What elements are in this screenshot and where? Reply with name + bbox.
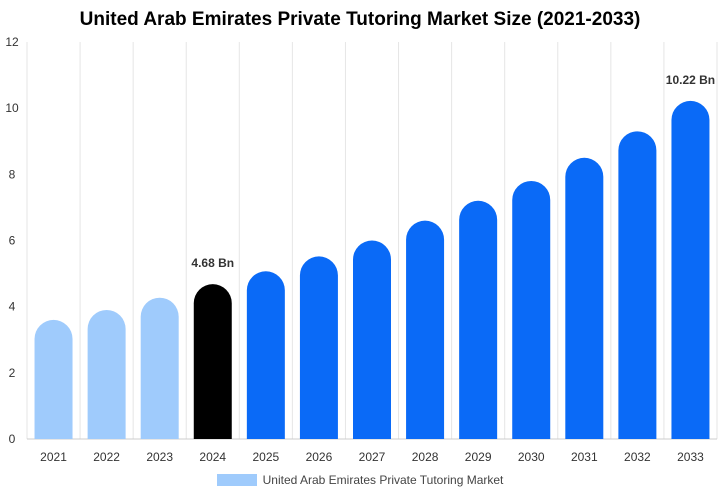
bar-2023 [140,297,179,439]
y-tick-label: 8 [9,167,16,181]
bar-2026 [299,256,338,439]
chart-title: United Arab Emirates Private Tutoring Ma… [79,9,641,30]
x-tick-label: 2030 [518,450,545,464]
y-tick-label: 10 [5,101,19,115]
x-tick-label: 2026 [306,450,333,464]
x-tick-label: 2022 [93,450,120,464]
x-tick-label: 2032 [624,450,651,464]
bars [34,100,710,440]
x-tick-label: 2033 [677,450,704,464]
bar-2027 [353,240,391,439]
bar-2029 [459,200,498,439]
bar-2028 [406,220,445,439]
legend-label: United Arab Emirates Private Tutoring Ma… [262,473,504,487]
legend-swatch [216,474,257,486]
x-tick-label: 2027 [359,450,386,464]
bar-2021 [34,319,73,439]
x-tick-label: 2031 [571,450,598,464]
grid-lines [26,42,718,439]
y-tick-label: 6 [9,234,16,248]
bar-2033 [671,100,710,440]
bar-2022 [87,309,126,439]
x-tick-label: 2021 [40,450,67,464]
x-tick-label: 2024 [199,450,226,464]
bar-2031 [565,157,604,439]
x-tick-label: 2023 [146,450,173,464]
data-label: 10.22 Bn [666,73,715,87]
bar-2032 [618,131,657,439]
y-tick-label: 0 [9,432,16,446]
data-labels: 4.68 Bn 10.22 Bn [191,73,715,270]
y-tick-label: 4 [9,300,16,314]
data-label: 4.68 Bn [191,256,234,270]
y-tick-label: 2 [9,366,16,380]
bar-2025 [246,271,285,439]
bar-2030 [512,180,551,439]
bar-2024 [193,284,232,439]
y-tick-label: 12 [5,35,19,49]
x-tick-label: 2029 [465,450,492,464]
legend: United Arab Emirates Private Tutoring Ma… [0,473,720,487]
x-tick-label: 2025 [252,450,279,464]
x-tick-label: 2028 [412,450,439,464]
